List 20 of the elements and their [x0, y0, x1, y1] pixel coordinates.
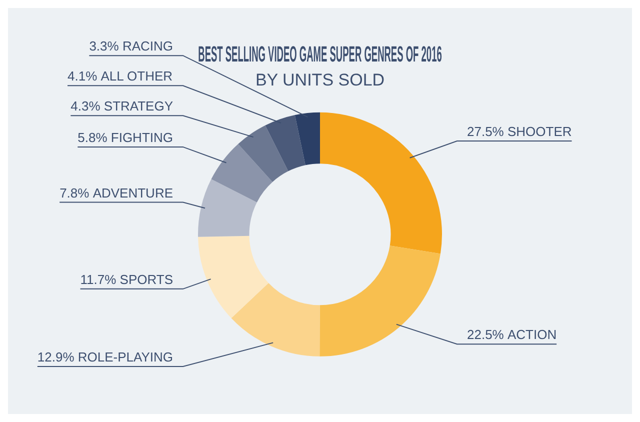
data-label: 27.5% — [467, 124, 504, 140]
data-label: 4.3% — [70, 98, 101, 114]
slice-label: ALL OTHER — [100, 68, 173, 84]
slice-label: SPORTS — [120, 272, 174, 288]
chart-title: BEST SELLING VIDEO GAME SUPER GENRES OF 2016 — [198, 42, 442, 66]
data-label: 12.9% — [37, 350, 75, 365]
data-label: 22.5% — [467, 327, 504, 342]
slice-label: ADVENTURE — [92, 185, 174, 200]
slice-label: RACING — [122, 38, 174, 54]
data-label: 5.8% — [78, 130, 108, 146]
slice-label: SHOOTER — [507, 124, 572, 140]
slice-label: ACTION — [507, 327, 557, 342]
text: BY UNITS SOLD — [255, 70, 385, 90]
data-label: 4.1% — [68, 68, 98, 84]
slice-label: ROLE-PLAYING — [78, 350, 174, 365]
data-label: 11.7% — [80, 272, 117, 288]
data-label: 3.3% — [89, 38, 120, 54]
slice-label: STRATEGY — [104, 98, 174, 114]
slice-label: FIGHTING — [110, 130, 174, 146]
data-label: 7.8% — [60, 185, 90, 200]
